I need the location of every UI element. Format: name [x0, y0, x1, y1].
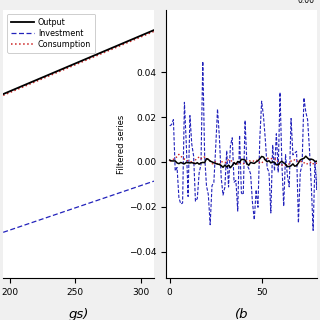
Investment [93, 199, 97, 203]
Line: Output: Output [3, 30, 154, 94]
Text: gs): gs) [68, 308, 89, 320]
Investment [152, 179, 156, 183]
Consumption [128, 39, 132, 43]
Text: (b: (b [235, 308, 248, 320]
Output [1, 92, 5, 96]
Consumption [2, 93, 6, 97]
Output [91, 54, 94, 58]
Output [128, 38, 132, 42]
Consumption [1, 93, 5, 97]
Consumption [93, 54, 97, 58]
Legend: Output, Investment, Consumption: Output, Investment, Consumption [7, 14, 95, 53]
Line: Consumption: Consumption [3, 31, 154, 95]
Consumption [152, 29, 156, 33]
Consumption [91, 56, 94, 60]
Output [152, 28, 156, 32]
Investment [91, 200, 94, 204]
Investment [91, 200, 95, 204]
Text: 0.06: 0.06 [297, 0, 314, 5]
Consumption [138, 36, 142, 39]
Output [93, 53, 97, 57]
Output [2, 92, 6, 96]
Investment [138, 184, 142, 188]
Output [138, 34, 142, 38]
Output [91, 54, 95, 58]
Consumption [91, 55, 95, 59]
Y-axis label: Filtered series: Filtered series [117, 114, 126, 174]
Line: Investment: Investment [3, 181, 154, 232]
Investment [2, 230, 6, 234]
Investment [1, 230, 5, 234]
Investment [128, 187, 132, 191]
